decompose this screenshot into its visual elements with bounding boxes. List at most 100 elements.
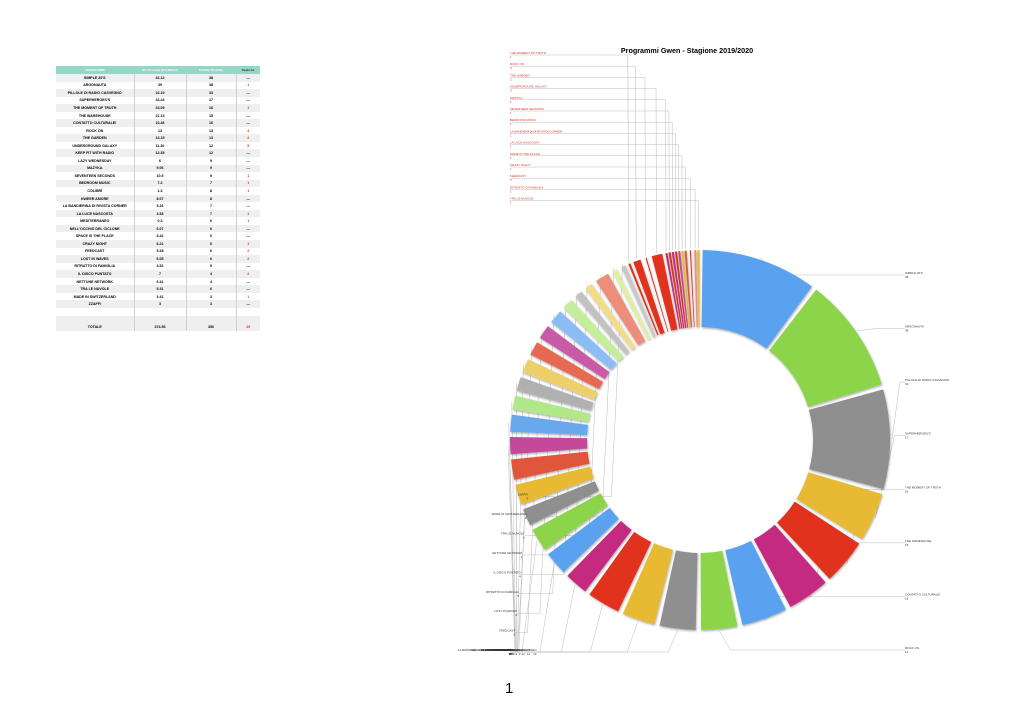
episodes-cell: 12 bbox=[186, 149, 237, 158]
slice-value-label: 12 bbox=[521, 652, 525, 656]
replicas-cell: — bbox=[236, 89, 260, 97]
slice-label: RITRATTO DI FAMIGLIA bbox=[486, 590, 519, 594]
hours-cell: 9.06 bbox=[134, 164, 187, 173]
slice-label: LOST IN WAVES bbox=[494, 609, 517, 613]
episodes-cell: 9 bbox=[186, 172, 237, 180]
replicas-cell: 1 bbox=[236, 104, 260, 112]
pie-slice bbox=[612, 269, 651, 340]
replicas-cell: 1 bbox=[236, 217, 260, 225]
replicas-cell: — bbox=[236, 232, 260, 241]
slice-value-label: 13 bbox=[905, 650, 909, 654]
slice-value-label: 6 bbox=[510, 652, 512, 656]
programs-table: PROGRAMMI Ore Prodotte (Ore.Minuti) Puntat… bbox=[56, 66, 260, 331]
pie-slice bbox=[808, 389, 891, 490]
table-row: SEVENTEEN SECONDS 10.5 9 1 bbox=[56, 172, 260, 180]
hours-cell: 8.07 bbox=[134, 194, 187, 203]
slice-label: PILLOLE DI RADIO CASVEGNO bbox=[905, 378, 950, 382]
slice-value-label: 1 bbox=[510, 122, 512, 126]
table-row: CONTATTO CULTURALE! 10.46 16— bbox=[56, 119, 260, 127]
table-row: IL DISCO PUNTATO 7 4 2 bbox=[56, 270, 260, 278]
leader-line bbox=[520, 585, 575, 653]
replicas-cell: 1 bbox=[236, 187, 260, 195]
program-name-cell: LAZY WEDNESDAY bbox=[56, 157, 135, 165]
program-name-cell bbox=[56, 307, 135, 316]
replicas-cell: — bbox=[236, 149, 260, 158]
total-row: TOTALE 374.56 356 29 bbox=[56, 323, 260, 331]
slice-label: SEVENTEEN SECONDS bbox=[481, 648, 515, 652]
leader-line bbox=[509, 77, 646, 256]
pie-slice bbox=[548, 507, 619, 573]
slice-label: MEDITERRANEO bbox=[486, 648, 511, 652]
slice-value-label: 4 bbox=[519, 574, 521, 578]
pie-slice bbox=[753, 524, 826, 608]
pie-slice bbox=[651, 253, 678, 331]
program-name-cell: UNDERGROUND GALAXY bbox=[56, 141, 135, 150]
table-row: SPACE IS THE PLACE 5.42 6— bbox=[56, 232, 260, 241]
pie-slice bbox=[633, 259, 665, 335]
slice-value-label: 13 bbox=[533, 652, 537, 656]
slice-label: LA LUCE NASCOSTA bbox=[481, 648, 510, 652]
slice-label: THE MOMENT OF TRUTH bbox=[510, 51, 546, 55]
pie-slice bbox=[621, 265, 656, 338]
table-row: ROCK ON 13 13 4 bbox=[56, 126, 260, 135]
table-row: SIMPLE 20'S 42.12 38— bbox=[56, 74, 260, 82]
hours-cell: 10.5 bbox=[134, 172, 187, 180]
hours-cell: 6 bbox=[134, 157, 187, 165]
program-name-cell: LA LUCE NASCOSTA bbox=[56, 209, 135, 218]
slice-value-label: 9 bbox=[519, 652, 521, 656]
pie-slice bbox=[659, 550, 698, 630]
replicas-cell: 2 bbox=[236, 255, 260, 263]
hours-cell: 5.26 bbox=[134, 202, 187, 210]
program-name-cell: THE MOMENT OF TRUTH bbox=[56, 104, 135, 112]
slice-value-label: 7 bbox=[508, 652, 510, 656]
replicas-cell: — bbox=[236, 202, 260, 210]
episodes-cell: 4 bbox=[186, 277, 237, 286]
pie-slice bbox=[511, 451, 590, 480]
program-name-cell: MAZYKA bbox=[56, 164, 135, 173]
program-name-cell: COLIBRÌ bbox=[56, 187, 135, 195]
slice-label: SIMPLE 20'S bbox=[905, 271, 923, 275]
table-row: THE GARDEN 13.15 13 2 bbox=[56, 134, 260, 142]
program-name-cell: KWEER AMORE bbox=[56, 194, 135, 203]
slice-label: ROCK ON bbox=[905, 646, 919, 650]
slice-value-label: 4 bbox=[510, 66, 512, 70]
pie-slice bbox=[522, 359, 598, 400]
slice-label: LA LUCE NASCOSTA bbox=[510, 141, 539, 145]
hours-cell: 4.51 bbox=[134, 262, 187, 271]
table-row: THE MOMENT OF TRUTH 23.09 16 1 bbox=[56, 104, 260, 112]
pie-slice bbox=[563, 299, 624, 362]
slice-value-label: 6 bbox=[511, 652, 513, 656]
replicas-cell: — bbox=[236, 164, 260, 173]
slice-value-label: 12 bbox=[527, 652, 531, 656]
slice-label: IL DISCO PUNTATO bbox=[493, 570, 521, 574]
replicas-cell: 2 bbox=[236, 270, 260, 278]
hours-cell: 374.56 bbox=[134, 323, 187, 331]
slice-value-label: 16 bbox=[905, 596, 909, 600]
slice-value-label: 6 bbox=[512, 652, 514, 656]
table-row: KWEER AMORE 8.07 8— bbox=[56, 194, 260, 203]
leader-line bbox=[719, 630, 905, 651]
slice-label: ROCK ON bbox=[510, 62, 524, 66]
table-row: ZZAFFI 3 3— bbox=[56, 300, 260, 308]
hours-cell: 0.3 bbox=[134, 217, 187, 225]
leader-line bbox=[765, 596, 905, 621]
leader-line bbox=[509, 54, 629, 262]
hours-cell: 6.05 bbox=[134, 255, 187, 263]
table-row: MAZYKA 9.06 9— bbox=[56, 164, 260, 173]
table-row: LA BANDIERINA DI RIVISTA CORNER 5.26 7— bbox=[56, 202, 260, 210]
episodes-cell: 6 bbox=[186, 217, 237, 225]
slice-label: THE MOMENT OF TRUTH bbox=[905, 485, 941, 489]
hours-cell: 6.07 bbox=[134, 224, 187, 233]
replicas-cell: 4 bbox=[236, 126, 260, 135]
table-row: PILLOLE DI RADIO CASVEGNO 16.19 33— bbox=[56, 89, 260, 97]
program-name-cell: MEDITERRANEO bbox=[56, 217, 135, 225]
pie-slice bbox=[678, 251, 689, 328]
replicas-cell: — bbox=[236, 74, 260, 82]
slice-value-label: 15 bbox=[905, 543, 909, 547]
table-header-row: PROGRAMMI Ore Prodotte (Ore.Minuti) Puntat… bbox=[56, 66, 260, 74]
program-name-cell: THE WAREHOUSE bbox=[56, 111, 135, 120]
hours-cell: 12.35 bbox=[134, 149, 187, 158]
replicas-cell: 1 bbox=[236, 81, 260, 90]
slice-label: CONTATTO CULTURALE! bbox=[905, 592, 940, 596]
